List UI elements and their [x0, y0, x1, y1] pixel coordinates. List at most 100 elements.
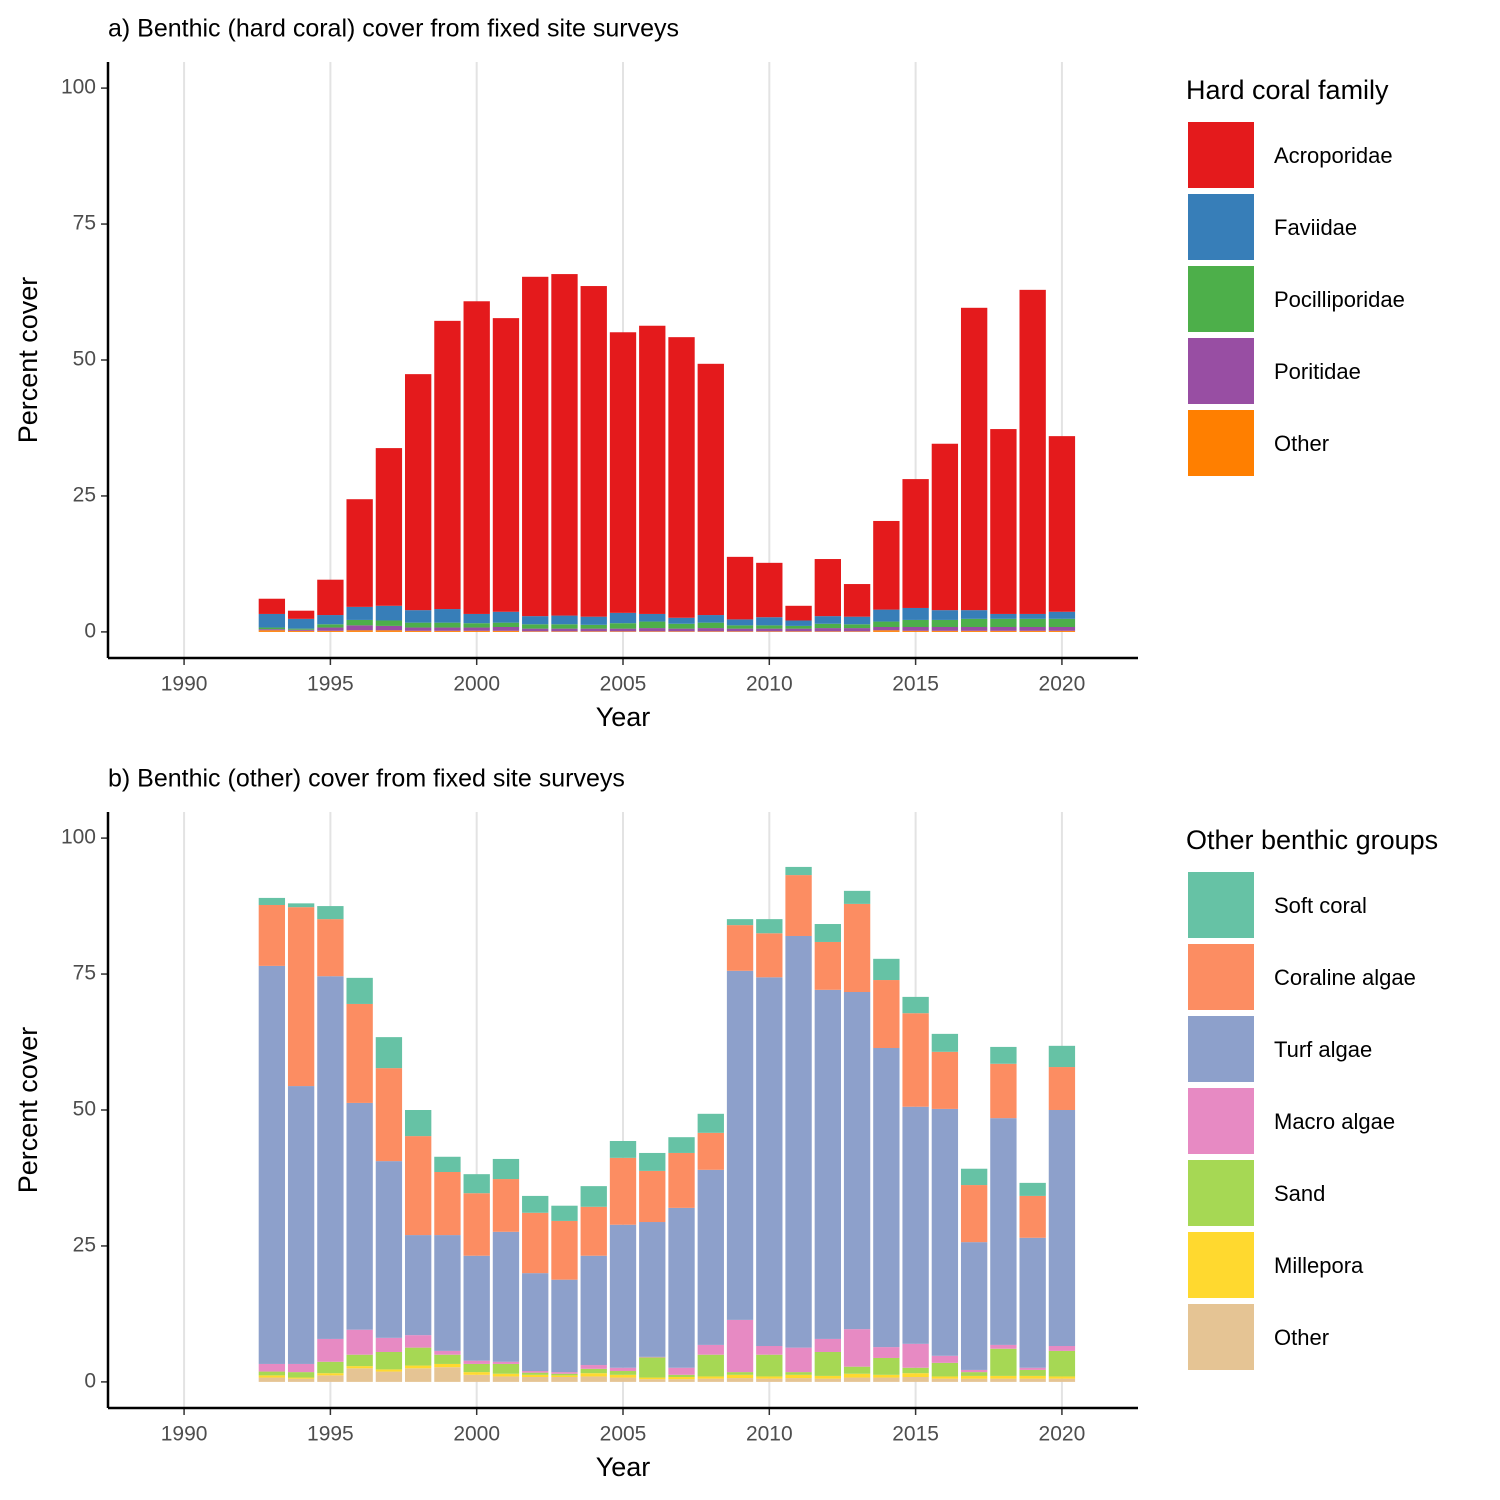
bar-segment: [990, 1344, 1017, 1349]
bar-segment: [1048, 1350, 1076, 1377]
bar-segment: [551, 1377, 578, 1382]
bar-segment: [843, 628, 871, 632]
bar-segment: [434, 1363, 461, 1368]
bar-segment: [756, 562, 783, 618]
bar-segment: [726, 919, 754, 926]
bar-segment: [668, 1137, 695, 1153]
bar-segment: [697, 1378, 724, 1382]
bar-segment: [346, 1368, 373, 1382]
bar-segment: [287, 907, 315, 1087]
bar-segment: [668, 1367, 695, 1375]
bar-segment: [902, 1367, 929, 1374]
bar-segment: [697, 615, 724, 623]
legend-label: Poritidae: [1274, 359, 1361, 384]
bar-segment: [258, 627, 286, 630]
bar-segment: [405, 1347, 432, 1366]
bar-segment: [814, 616, 841, 624]
bar-segment: [1019, 618, 1046, 628]
bar-segment: [931, 1051, 959, 1109]
bar-segment: [492, 1158, 520, 1180]
legend-label: Acroporidae: [1274, 143, 1393, 168]
bar-segment: [551, 1279, 578, 1373]
bar-segment: [492, 622, 520, 628]
bar-segment: [463, 1174, 490, 1194]
bar-segment: [258, 965, 286, 1364]
bar-segment: [405, 610, 432, 623]
bar-segment: [375, 448, 403, 606]
bar-segment: [668, 1207, 695, 1368]
bar-segment: [843, 1377, 871, 1382]
bar-segment: [843, 616, 871, 625]
bar-segment: [726, 1372, 754, 1375]
bar-segment: [814, 1338, 841, 1352]
bar-segment: [317, 976, 344, 1339]
x-tick-label: 1995: [307, 673, 354, 696]
bar-segment: [317, 615, 344, 625]
bar-segment: [434, 1350, 461, 1355]
bar-segment: [639, 631, 666, 632]
bar-segment: [580, 1365, 607, 1369]
bar-segment: [1019, 630, 1046, 632]
bar-segment: [580, 628, 607, 632]
bar-segment: [492, 1231, 520, 1362]
bar-segment: [756, 1376, 783, 1379]
bar-segment: [375, 630, 403, 632]
bar-segment: [405, 1110, 432, 1137]
bar-segment: [960, 1185, 988, 1243]
x-tick-label: 2020: [1039, 673, 1086, 696]
bar-segment: [346, 1354, 373, 1367]
bar-segment: [639, 1152, 666, 1171]
bar-segment: [639, 1356, 666, 1358]
bar-segment: [287, 618, 315, 629]
bar-segment: [405, 1365, 432, 1369]
bar-segment: [843, 1366, 871, 1374]
bar-segment: [434, 320, 461, 610]
bar-segment: [726, 1374, 754, 1379]
bar-segment: [375, 1068, 403, 1162]
bar-segment: [346, 1329, 373, 1355]
bar-segment: [931, 1355, 959, 1363]
bar-segment: [317, 624, 344, 628]
bar-segment: [873, 1347, 900, 1358]
y-tick-label: 25: [73, 1233, 96, 1256]
bar-segment: [551, 631, 578, 632]
bar-segment: [639, 613, 666, 622]
bar-segment: [287, 1377, 315, 1379]
bar-segment: [287, 630, 315, 632]
bar-segment: [551, 274, 578, 616]
bar-segment: [668, 628, 695, 632]
bar-segment: [580, 1206, 607, 1256]
bar-segment: [814, 631, 841, 632]
y-tick-label: 100: [61, 76, 96, 99]
bar-segment: [551, 1373, 578, 1376]
bar-segment: [902, 1013, 929, 1107]
bar-segment: [960, 618, 988, 628]
bar-segment: [463, 630, 490, 632]
bar-segment: [609, 1367, 637, 1372]
bar-segment: [405, 1235, 432, 1336]
bar-segment: [346, 630, 373, 632]
y-tick-label: 0: [84, 1369, 96, 1392]
legend-label: Pocilliporidae: [1274, 287, 1405, 312]
legend-key: [1188, 1088, 1254, 1154]
bar-segment: [639, 628, 666, 632]
bar-segment: [580, 1255, 607, 1366]
bar-segment: [960, 610, 988, 619]
bar-segment: [287, 628, 315, 630]
bar-segment: [639, 1222, 666, 1357]
bar-segment: [375, 605, 403, 621]
y-tick-label: 0: [84, 619, 96, 642]
bar-segment: [843, 1329, 871, 1367]
legend-key: [1188, 944, 1254, 1010]
x-tick-label: 1990: [161, 673, 208, 696]
bar-segment: [785, 620, 812, 626]
x-tick-label: 2020: [1039, 1423, 1086, 1446]
bar-segment: [405, 630, 432, 632]
bar-segment: [960, 1375, 988, 1379]
bar-segment: [317, 627, 344, 631]
bar-segment: [317, 630, 344, 632]
bar-segment: [902, 1106, 929, 1344]
bar-segment: [873, 627, 900, 631]
bar-segment: [843, 1373, 871, 1378]
bar-segment: [902, 1343, 929, 1368]
